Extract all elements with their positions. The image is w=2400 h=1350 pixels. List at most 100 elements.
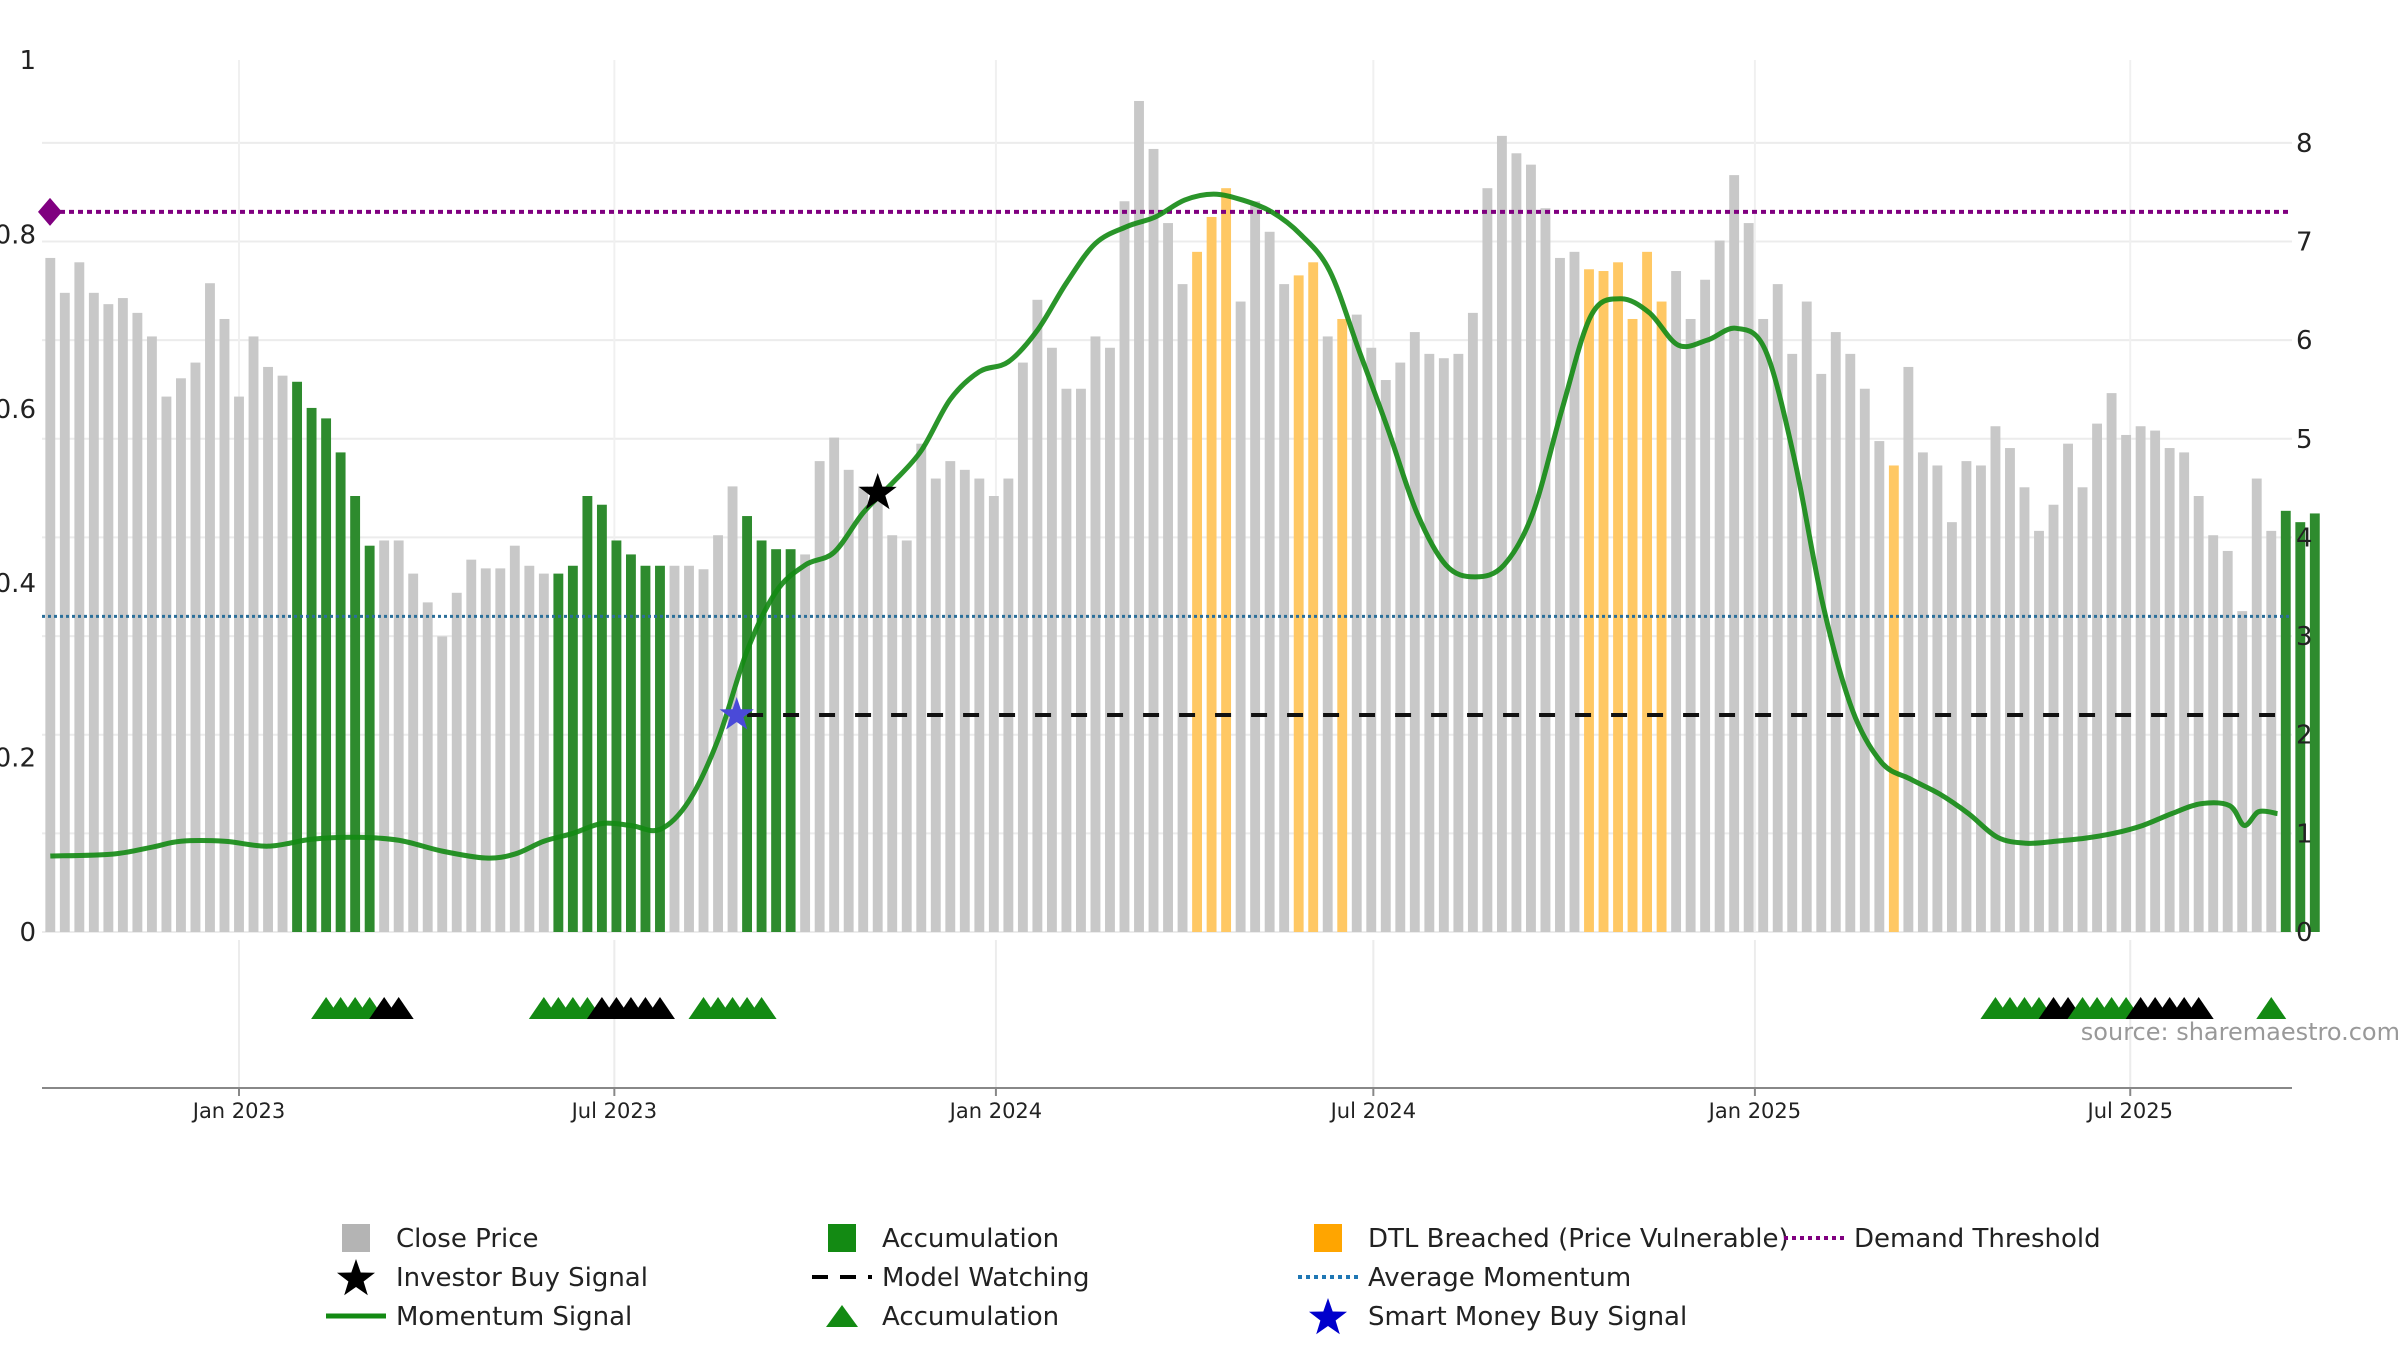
price-bar xyxy=(567,565,578,932)
legend-item: Average Momentum xyxy=(1298,1263,1631,1293)
price-bar xyxy=(1555,257,1565,933)
legend-star xyxy=(337,1259,375,1296)
price-bar xyxy=(2251,478,2262,932)
price-bar xyxy=(2208,535,2219,932)
price-bar xyxy=(1351,314,1362,932)
price-bar xyxy=(1714,240,1725,932)
price-bar xyxy=(74,262,85,933)
price-bar xyxy=(698,569,709,932)
price-bar xyxy=(1206,216,1217,932)
price-bar xyxy=(2005,448,2015,932)
price-bar xyxy=(1685,318,1696,932)
price-bar xyxy=(1874,441,1885,932)
price-bar xyxy=(1613,262,1623,933)
price-bar xyxy=(1627,318,1638,932)
legend-item: DTL Breached (Price Vulnerable) xyxy=(1314,1224,1789,1254)
right-tick-label: 2 xyxy=(2296,721,2313,751)
legend-label: Close Price xyxy=(396,1224,539,1254)
source-text: source: sharemaestro.com xyxy=(2081,1018,2400,1046)
legend-item: Investor Buy Signal xyxy=(337,1259,648,1296)
price-bar xyxy=(596,504,607,932)
price-bar xyxy=(132,312,143,932)
price-bar xyxy=(1888,465,1899,932)
price-bar xyxy=(292,381,303,932)
price-bar xyxy=(2222,550,2233,932)
price-bar xyxy=(611,540,622,932)
price-bar xyxy=(1932,465,1943,932)
price-bar xyxy=(2092,423,2103,932)
price-bar xyxy=(843,469,854,932)
left-tick-label: 0.6 xyxy=(0,395,36,425)
right-tick-label: 8 xyxy=(2296,129,2313,159)
legend-item: Momentum Signal xyxy=(326,1302,632,1332)
right-tick-label: 0 xyxy=(2296,918,2313,948)
price-bar xyxy=(582,496,593,932)
left-tick-label: 0.2 xyxy=(0,744,36,774)
accumulation-marker xyxy=(2183,997,2214,1019)
price-bar xyxy=(1656,301,1667,932)
price-bar xyxy=(466,559,477,932)
price-bar xyxy=(1017,362,1028,933)
price-bar xyxy=(1743,223,1754,933)
price-bar xyxy=(872,496,883,932)
legend-label: Smart Money Buy Signal xyxy=(1368,1302,1687,1332)
price-bar xyxy=(524,565,535,932)
price-bar xyxy=(1076,388,1086,932)
axis-layer: 0 0.2 0.4 0.6 0.8 1 0 1 2 3 4 5 6 7 8 Jan 2023 Jul 2023 J… xyxy=(0,46,2313,1123)
right-tick-label: 1 xyxy=(2296,819,2313,849)
price-bar xyxy=(1046,347,1057,932)
accumulation-marker xyxy=(383,997,414,1019)
price-bar xyxy=(829,437,840,932)
price-bar xyxy=(2019,487,2030,932)
right-tick-label: 4 xyxy=(2296,523,2313,553)
price-bar xyxy=(1134,100,1144,932)
price-bar xyxy=(1917,452,1928,932)
x-tick-label: Jan 2023 xyxy=(191,1099,286,1123)
price-bar xyxy=(335,452,346,932)
momentum-layer xyxy=(50,191,2278,861)
price-bar xyxy=(2295,522,2306,932)
price-bar xyxy=(974,478,985,932)
price-bar xyxy=(495,568,506,932)
legend-item: Close Price xyxy=(342,1224,539,1254)
price-bar xyxy=(626,554,636,932)
price-bar xyxy=(1787,353,1798,932)
legend-swatch xyxy=(342,1224,370,1252)
price-bar xyxy=(2179,452,2190,932)
price-bar xyxy=(393,540,404,932)
x-tick-label: Jul 2025 xyxy=(2086,1099,2173,1123)
price-bar xyxy=(1279,284,1290,932)
price-bar xyxy=(800,554,811,932)
price-bar xyxy=(669,565,680,932)
legend-item: Accumulation xyxy=(826,1302,1059,1332)
price-bar xyxy=(1976,465,1986,932)
price-bar xyxy=(538,573,549,932)
price-bar xyxy=(1395,362,1406,933)
price-bar xyxy=(1308,262,1319,933)
right-tick-label: 3 xyxy=(2296,622,2313,652)
price-bar xyxy=(1772,284,1783,932)
legend-item: Accumulation xyxy=(828,1224,1059,1254)
price-bar xyxy=(1830,332,1841,933)
price-bar xyxy=(1119,201,1130,932)
signal-layer xyxy=(719,473,897,730)
price-bar xyxy=(45,257,56,933)
price-bar xyxy=(916,443,927,932)
price-bar xyxy=(190,362,201,933)
price-bar xyxy=(422,602,433,932)
left-tick-label: 0.4 xyxy=(0,569,36,599)
smart-money-buy-signal-star xyxy=(719,697,754,730)
legend-item: Smart Money Buy Signal xyxy=(1309,1298,1687,1335)
price-bar xyxy=(814,461,825,932)
price-bar xyxy=(219,318,230,932)
legend-swatch xyxy=(828,1224,856,1252)
price-bar xyxy=(756,540,767,932)
price-bar xyxy=(379,540,390,932)
price-bar xyxy=(1337,318,1348,932)
price-bar xyxy=(1003,478,1014,932)
price-bar xyxy=(364,545,375,932)
price-bar xyxy=(1105,347,1115,932)
price-bar xyxy=(1032,299,1043,932)
legend-label: Demand Threshold xyxy=(1854,1224,2101,1254)
price-bar xyxy=(437,636,448,932)
